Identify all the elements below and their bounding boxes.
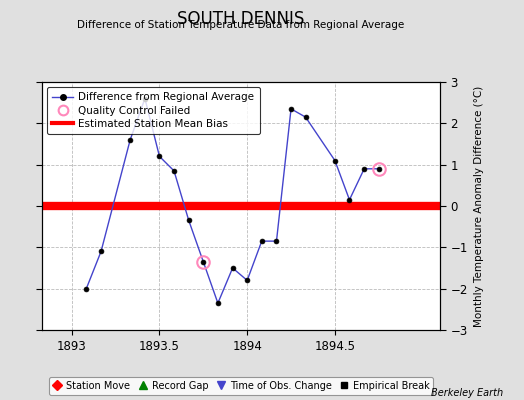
Legend: Station Move, Record Gap, Time of Obs. Change, Empirical Break: Station Move, Record Gap, Time of Obs. C… [49, 377, 433, 394]
Text: Difference of Station Temperature Data from Regional Average: Difference of Station Temperature Data f… [78, 20, 405, 30]
Text: Berkeley Earth: Berkeley Earth [431, 388, 503, 398]
Text: SOUTH DENNIS: SOUTH DENNIS [177, 10, 305, 28]
Y-axis label: Monthly Temperature Anomaly Difference (°C): Monthly Temperature Anomaly Difference (… [474, 85, 484, 327]
